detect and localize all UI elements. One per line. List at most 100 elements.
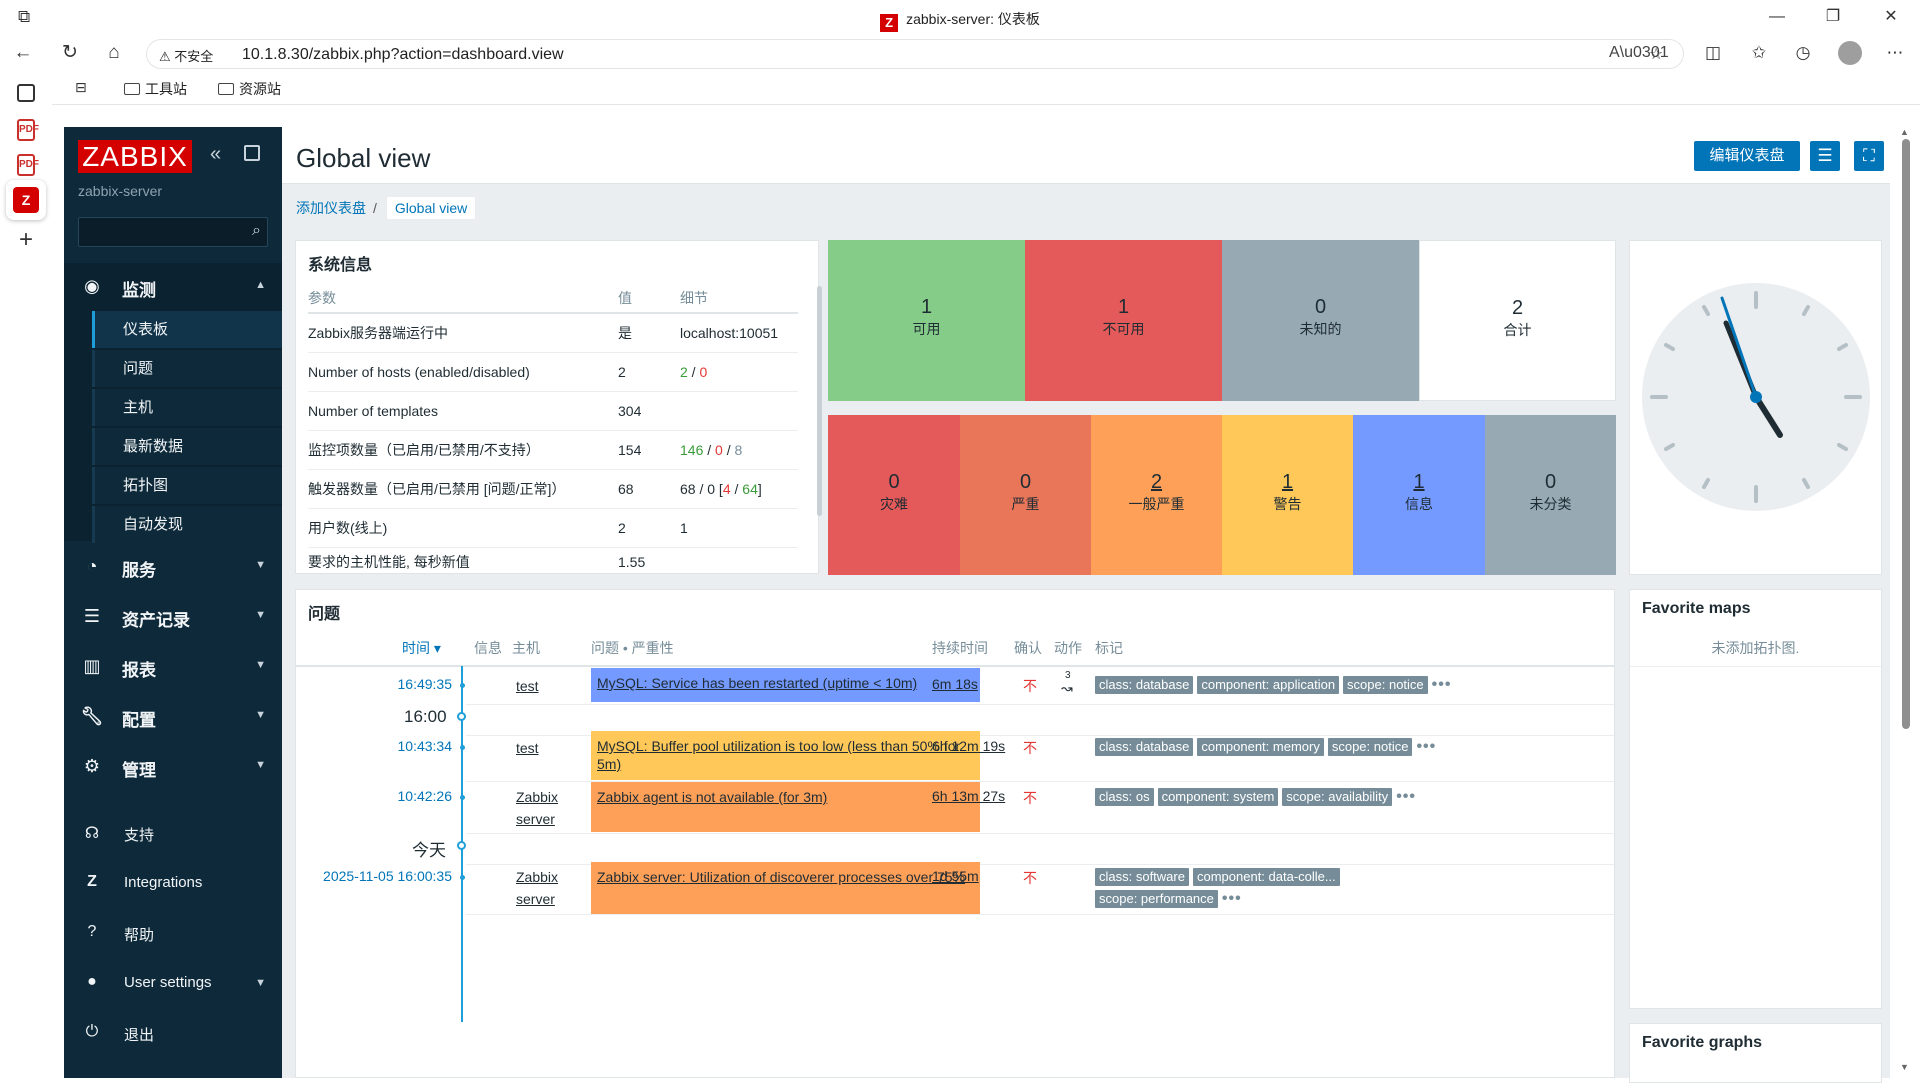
problem-host[interactable]: test [516,740,539,756]
tag[interactable]: class: os [1095,788,1154,806]
severity-tile[interactable]: 0 灾难 [828,415,960,575]
zabbix-logo[interactable]: ZABBIX [78,140,192,173]
severity-tile[interactable]: 1 警告 [1222,415,1353,575]
tag[interactable]: class: database [1095,676,1194,694]
menu-item-maps[interactable]: 拓扑图 [92,467,282,504]
read-aloud-icon[interactable]: A\u0301 [1609,44,1669,61]
back-button[interactable]: ← [13,42,33,63]
scroll-down-icon[interactable]: ▼ [1900,1062,1909,1072]
problem-time[interactable]: 16:49:35 [397,676,453,692]
menu-user-settings[interactable]: ● User settings ▼ [64,963,282,1003]
favorites-icon[interactable]: ✩ [1751,43,1767,62]
severity-tile[interactable]: 1 信息 [1353,415,1485,575]
more-tags-icon[interactable]: ••• [1396,788,1416,805]
menu-administration[interactable]: ⚙ 管理 ▼ [64,743,282,791]
problem-time[interactable]: 10:43:34 [397,738,453,754]
tag[interactable]: component: data-colle... [1192,868,1340,886]
menu-item-dashboard[interactable]: 仪表板 [92,311,282,348]
tag[interactable]: scope: availability [1282,788,1393,806]
bookmark-folder[interactable]: 工具站 [124,79,187,99]
dashboard-actions-button[interactable]: ☰ [1810,141,1840,171]
tag[interactable]: component: memory [1197,738,1324,756]
tag[interactable]: component: system [1157,788,1279,806]
collapse-sidebar-icon[interactable]: « [210,143,222,165]
restore-button[interactable]: ❐ [1825,8,1841,25]
availability-tile[interactable]: 2 合计 [1419,240,1616,401]
problem-duration[interactable]: 1d 55m [932,868,979,884]
more-menu-icon[interactable]: ⋯ [1886,43,1904,62]
menu-monitoring[interactable]: ◉ 监测 ▲ [64,263,282,311]
column-header[interactable]: 时间 ▾ [402,640,441,656]
pdf-tab-icon[interactable]: PDF [17,154,39,176]
bookmark-toggle-icon[interactable]: ⊟ [75,79,87,95]
more-tags-icon[interactable]: ••• [1221,890,1242,907]
problem-description[interactable]: MySQL: Service has been restarted (uptim… [591,668,980,702]
problem-duration[interactable]: 6h 12m 19s [932,738,1006,754]
severity-tile[interactable]: 0 严重 [960,415,1091,575]
history-icon[interactable]: ◷ [1795,43,1811,62]
tag[interactable]: scope: performance [1095,890,1218,908]
menu-item-discovery[interactable]: 自动发现 [92,506,282,543]
search-icon[interactable]: ⌕ [252,222,261,239]
split-screen-icon[interactable]: ◫ [1704,43,1722,62]
pdf-tab-icon[interactable]: PDF [17,119,39,141]
menu-item-problems[interactable]: 问题 [92,350,282,387]
problem-duration[interactable]: 6h 13m 27s [932,788,1006,804]
kiosk-mode-button[interactable]: ⛶ [1854,141,1884,171]
menu-configuration[interactable]: 🔧︎ 配置 ▼ [80,706,266,730]
tag[interactable]: scope: notice [1327,738,1413,756]
problem-description[interactable]: Zabbix server: Utilization of discoverer… [591,862,980,914]
address-bar[interactable]: ⚠ 不安全 10.1.8.30/zabbix.php?action=dashbo… [146,39,1684,69]
problem-ack[interactable]: 不 [1023,870,1037,886]
problem-host[interactable]: Zabbix server [516,869,559,907]
widget-scrollbar[interactable] [817,286,822,516]
url-text[interactable]: 10.1.8.30/zabbix.php?action=dashboard.vi… [242,46,564,63]
tag[interactable]: class: database [1095,738,1194,756]
severity-tile[interactable]: 2 一般严重 [1091,415,1222,575]
scrollbar-thumb[interactable] [1902,139,1910,729]
menu-services[interactable]: ◔ 服务 ▼ [64,543,282,591]
edit-dashboard-button[interactable]: 编辑仪表盘 [1694,141,1800,171]
tab-actions-icon[interactable]: ⧉ [18,7,31,26]
availability-tile[interactable]: 1 不可用 [1025,240,1222,401]
problem-host[interactable]: Zabbix server [516,789,559,827]
menu-inventory[interactable]: ☰ 资产记录 ▼ [64,593,282,641]
problem-duration[interactable]: 6m 18s [932,676,978,692]
search-input[interactable]: ⌕ [78,217,268,247]
scroll-up-icon[interactable]: ▲ [1900,127,1909,137]
menu-item-latest-data[interactable]: 最新数据 [92,428,282,465]
problem-time[interactable]: 2025-11-05 16:00:35 [323,868,452,884]
profile-avatar[interactable] [1838,41,1862,65]
problem-description[interactable]: Zabbix agent is not available (for 3m) [591,782,980,832]
menu-help[interactable]: ? 帮助 [64,913,282,953]
problem-ack[interactable]: 不 [1023,740,1037,756]
availability-tile[interactable]: 0 未知的 [1222,240,1419,401]
problem-ack[interactable]: 不 [1023,790,1037,806]
tag[interactable]: component: application [1197,676,1340,694]
problem-ack[interactable]: 不 [1023,678,1037,694]
zabbix-tab[interactable]: Z [6,180,46,220]
availability-tile[interactable]: 1 可用 [828,240,1025,401]
problem-time[interactable]: 10:42:26 [397,788,453,804]
tag[interactable]: class: software [1095,868,1189,886]
more-tags-icon[interactable]: ••• [1416,738,1437,755]
favorite-star-icon[interactable]: ☆ [1649,46,1664,63]
breadcrumb-parent[interactable]: 添加仪表盘 [296,200,366,216]
menu-integrations[interactable]: Z Integrations [64,863,282,903]
problem-host[interactable]: test [516,678,539,694]
refresh-button[interactable]: ↻ [62,42,78,63]
problem-description[interactable]: MySQL: Buffer pool utilization is too lo… [591,731,980,780]
page-scrollbar[interactable]: ▲ ▼ [1890,127,1920,1078]
close-window-button[interactable]: ✕ [1884,8,1898,25]
tab-panel-icon[interactable] [17,84,35,102]
breadcrumb-current[interactable]: Global view [386,197,476,219]
severity-tile[interactable]: 0 未分类 [1485,415,1616,575]
new-tab-icon[interactable]: + [18,226,33,253]
menu-reports[interactable]: ▥ 报表 ▼ [64,643,282,691]
bookmark-folder[interactable]: 资源站 [218,79,281,99]
more-tags-icon[interactable]: ••• [1431,676,1452,693]
hide-sidebar-icon[interactable] [244,145,260,161]
menu-sign-out[interactable]: ⏻ 退出 [64,1013,282,1053]
menu-support[interactable]: ☊ 支持 [64,813,282,853]
home-button[interactable]: ⌂ [108,42,120,63]
